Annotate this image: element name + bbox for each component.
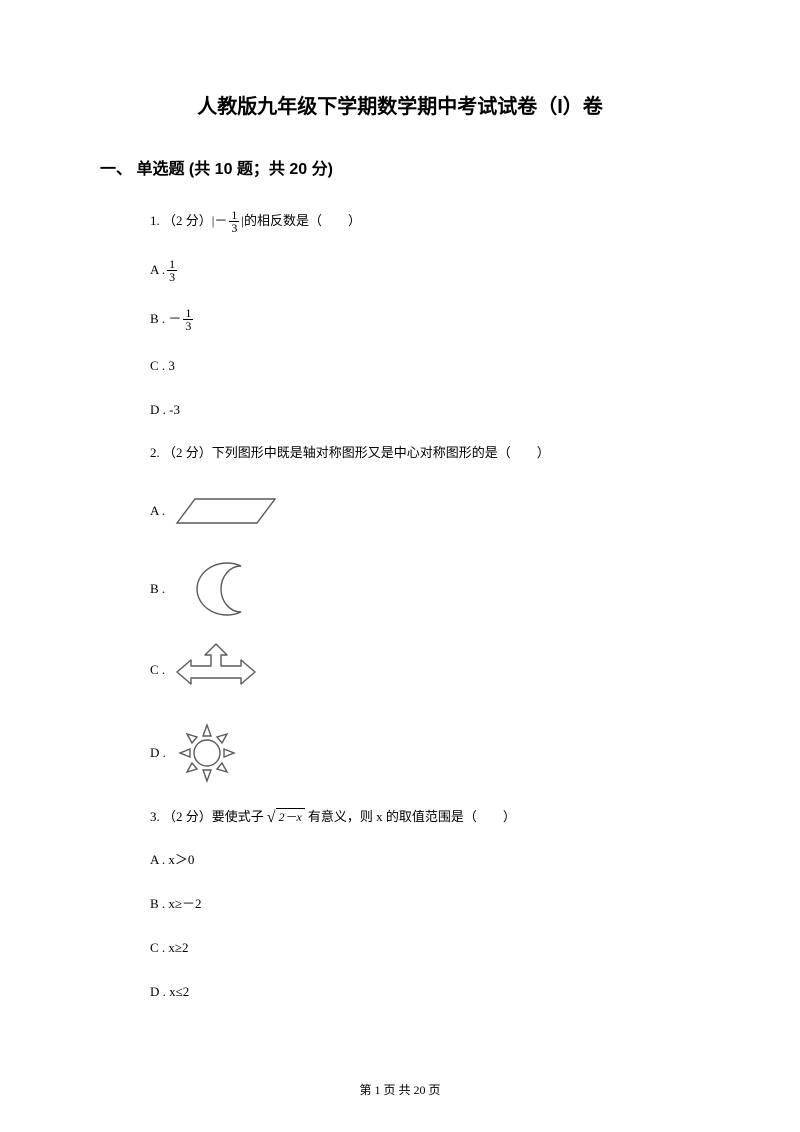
q1-fraction: 1 3 [229,209,239,234]
q1-option-b: B . － 1 3 [150,307,700,332]
sun-icon [172,722,242,784]
page-footer: 第 1 页 共 20 页 [0,1081,800,1098]
q2-option-b: B . [150,560,700,618]
q2-option-c: C . [150,642,700,698]
q1-stem-b: |的相反数是（ ） [241,212,361,230]
q1-optB-label: B . － [150,310,181,328]
q1-option-d: D . -3 [150,400,700,420]
q3-stem-a: 3. （2 分）要使式子 [150,808,264,826]
parallelogram-icon [171,493,281,529]
q3-option-c: C . x≥2 [150,938,700,958]
q2-optC-label: C . [150,661,165,679]
q2-optA-label: A . [150,502,165,520]
q1-stem: 1. （2 分）|－ 1 3 |的相反数是（ ） [150,209,700,234]
q1-optA-label: A . [150,261,165,279]
q1-frac-den: 3 [229,222,239,234]
q3-stem-b: 有意义，则 x 的取值范围是（ ） [308,808,516,826]
crescent-icon [171,560,261,618]
exam-title: 人教版九年级下学期数学期中考试试卷（I）卷 [100,90,700,119]
q2-optD-label: D . [150,744,166,762]
q2-stem: 2. （2 分）下列图形中既是轴对称图形又是中心对称图形的是（ ） [150,444,700,462]
q1-option-c: C . 3 [150,356,700,376]
q1-stem-a: 1. （2 分）|－ [150,212,227,230]
questions-container: 1. （2 分）|－ 1 3 |的相反数是（ ） A . 1 3 B . － 1… [100,209,700,1002]
sqrt-body: 2－x [276,808,305,826]
q1-option-a: A . 1 3 [150,258,700,283]
q1-optB-fraction: 1 3 [183,307,193,332]
q3-option-a: A . x＞0 [150,850,700,870]
arrows-icon [171,642,261,698]
q3-option-d: D . x≤2 [150,982,700,1002]
section-header: 一、 单选题 (共 10 题；共 20 分) [100,155,700,179]
sqrt-expression: √ 2－x [267,808,305,826]
q2-option-d: D . [150,722,700,784]
q3-option-b: B . x≥－2 [150,894,700,914]
q1-optA-fraction: 1 3 [167,258,177,283]
q2-optB-label: B . [150,580,165,598]
q2-option-a: A . [150,486,700,536]
q1-optA-den: 3 [167,271,177,283]
sqrt-symbol: √ [267,810,276,826]
q1-optB-den: 3 [183,320,193,332]
q3-stem: 3. （2 分）要使式子 √ 2－x 有意义，则 x 的取值范围是（ ） [150,808,700,826]
